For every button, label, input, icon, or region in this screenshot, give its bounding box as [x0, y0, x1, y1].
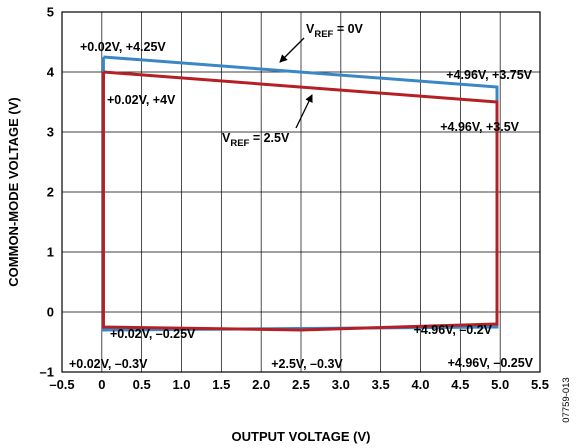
x-tick-label: 4.0 [411, 377, 429, 392]
x-tick-label: 3.0 [332, 377, 350, 392]
x-tick-label: 2.0 [252, 377, 270, 392]
vref-callout-label: VREF = 2.5V [222, 131, 290, 149]
series-group [101, 55, 499, 332]
x-tick-label: 0 [98, 377, 105, 392]
point-label: +4.96V, –0.25V [448, 356, 534, 370]
y-tick-label: 3 [47, 125, 54, 140]
x-tick-label: 3.5 [372, 377, 390, 392]
point-label: +0.02V, +4V [107, 93, 176, 107]
callout-arrow [295, 94, 313, 129]
x-tick-label: 2.5 [292, 377, 310, 392]
x-tick-label: 0.5 [133, 377, 151, 392]
x-axis-title: OUTPUT VOLTAGE (V) [232, 429, 371, 444]
point-label: +4.96V, +3.75V [446, 68, 532, 82]
figure-id: 07759-013 [561, 377, 572, 422]
x-tick-label: 5.5 [531, 377, 549, 392]
point-label: +4.96V, +3.5V [440, 120, 519, 134]
annotations: +0.02V, +4.25V +4.96V, +3.75V +0.02V, +4V +… [69, 40, 534, 371]
x-tick-labels: –0.5 0 0.5 1.0 1.5 2.0 2.5 3.0 3.5 4.0 4.5 5.0 5.5 [49, 377, 549, 392]
callout-arrow [279, 37, 305, 63]
callouts: VREF = 0V VREF = 2.5V [222, 22, 364, 149]
y-tick-label: 1 [47, 245, 54, 260]
grid [61, 11, 541, 373]
series-line-vref-2p5v [101, 70, 499, 332]
y-axis-title: COMMON-MODE VOLTAGE (V) [6, 97, 21, 286]
y-tick-label: 4 [47, 65, 55, 80]
x-tick-label: 5.0 [491, 377, 509, 392]
x-tick-label: –0.5 [49, 377, 74, 392]
y-tick-label: 5 [47, 5, 54, 20]
y-tick-labels: –1 0 1 2 3 4 5 [40, 5, 55, 380]
point-label: +0.02V, +4.25V [80, 40, 166, 54]
y-tick-label: 2 [47, 185, 54, 200]
point-label: +2.5V, –0.3V [271, 357, 343, 371]
y-tick-label: –1 [40, 365, 54, 380]
x-tick-label: 1.5 [212, 377, 230, 392]
x-tick-label: 1.0 [172, 377, 190, 392]
point-label: +0.02V, –0.25V [110, 327, 196, 341]
point-label: +4.96V, –0.2V [414, 323, 493, 337]
x-tick-label: 4.5 [451, 377, 469, 392]
point-label: +0.02V, –0.3V [69, 357, 148, 371]
plot-frame [61, 11, 541, 373]
y-tick-label: 0 [47, 305, 54, 320]
vref-callout-label: VREF = 0V [306, 22, 364, 40]
